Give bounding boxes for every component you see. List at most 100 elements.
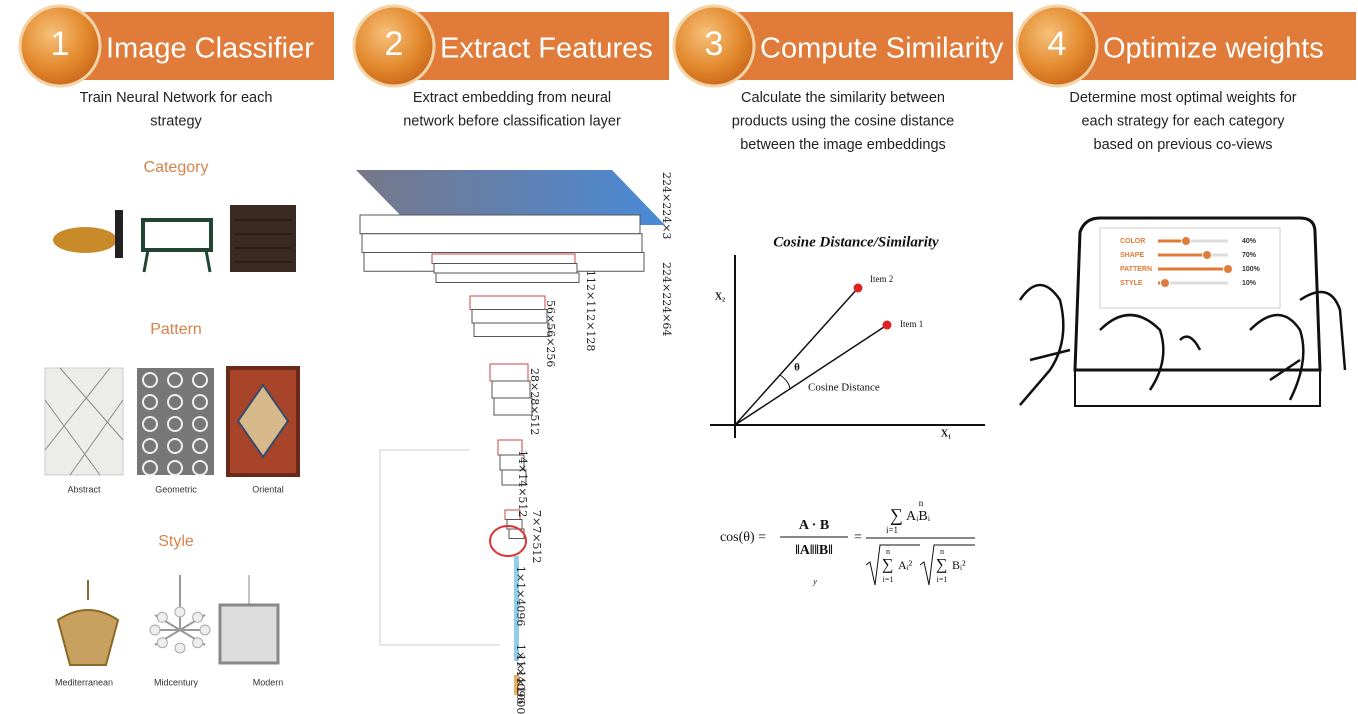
layer-size: 28×28×512 [528, 368, 541, 435]
point-item-1 [883, 321, 892, 330]
step-description: based on previous co-views [1094, 137, 1273, 153]
layer-block [434, 264, 577, 274]
item-label: Item 1 [900, 319, 923, 329]
sigma: ∑ [882, 557, 893, 574]
formula-text: i=1 [883, 575, 894, 584]
bulb [157, 612, 167, 622]
angle-label: θ [794, 362, 800, 374]
slider-label: COLOR [1120, 238, 1145, 245]
skip-frame [380, 450, 500, 645]
layer-block [492, 381, 530, 398]
formula-text: n [940, 547, 944, 556]
layer-block [472, 310, 547, 324]
slider-value: 70% [1242, 252, 1257, 259]
layer-block [360, 215, 640, 234]
step-number: 3 [705, 25, 724, 63]
slider-knob [1161, 279, 1170, 288]
item-caption: Modern [253, 677, 284, 687]
sigma: ∑ [890, 505, 903, 525]
bench-image [143, 220, 211, 250]
layer-size: 224×224×64 [660, 262, 673, 336]
formula-text: y [812, 577, 817, 586]
layer-size: 1×1×1000 [514, 654, 527, 714]
step-description: Extract embedding from neural [413, 90, 611, 106]
layer-size: 224×224×3 [660, 172, 673, 239]
bulb [193, 638, 203, 648]
slider-label: SHAPE [1120, 252, 1144, 259]
layer-size: 56×56×256 [544, 300, 557, 367]
step-title: Compute Similarity [760, 33, 1004, 65]
layer-size: 112×112×128 [584, 270, 597, 351]
distance-label: Cosine Distance [808, 382, 880, 394]
slider-knob [1224, 265, 1233, 274]
step-description: Train Neural Network for each [80, 90, 273, 106]
section-heading: Category [144, 159, 209, 176]
slider-knob [1182, 237, 1191, 246]
formula-text: cos(θ) = [720, 530, 766, 545]
slider-knob [1203, 251, 1212, 260]
step-description: products using the cosine distance [732, 113, 954, 129]
bulb [157, 638, 167, 648]
axis-label: X₁ [941, 428, 951, 439]
step-description: strategy [150, 113, 202, 129]
layer-block [436, 273, 579, 283]
lamp-mediterranean [58, 580, 118, 665]
rug-abstract [45, 368, 123, 475]
bulb [150, 625, 160, 635]
plot-title: Cosine Distance/Similarity [773, 234, 939, 250]
section-heading: Pattern [150, 321, 202, 338]
layer-block [362, 234, 642, 253]
layer-block [470, 296, 545, 310]
step-description: network before classification layer [403, 113, 621, 129]
formula-text: i=1 [937, 575, 948, 584]
step-number: 2 [385, 25, 404, 63]
formula-text: n [919, 498, 924, 508]
formula-text: n [886, 547, 890, 556]
step-number: 1 [51, 25, 70, 63]
bulb [193, 612, 203, 622]
layer-size: 7×7×512 [530, 510, 543, 563]
slider-value: 100% [1242, 266, 1261, 273]
item-caption: Oriental [252, 484, 284, 494]
formula-text: Aᵢ² [898, 558, 913, 572]
step-title: Optimize weights [1103, 33, 1324, 65]
layer-size: 1×1×4096 [514, 566, 527, 626]
layer-block [494, 398, 532, 415]
axis-label: X₂ [715, 291, 725, 302]
layer-block [432, 254, 575, 264]
lamp-modern [220, 605, 278, 663]
step-title: Extract Features [440, 33, 653, 65]
bulb [175, 607, 185, 617]
bench-legs [144, 250, 210, 272]
step-description: Determine most optimal weights for [1069, 90, 1296, 106]
formula-text: i=1 [886, 525, 898, 535]
item-caption: Abstract [67, 484, 101, 494]
item-caption: Mediterranean [55, 677, 113, 687]
layer-block [490, 364, 528, 381]
item-caption: Geometric [155, 484, 197, 494]
formula-text: ‖A‖‖B‖ [795, 543, 833, 558]
faucet-image [115, 210, 123, 258]
item-caption: Midcentury [154, 677, 199, 687]
section-heading: Style [158, 533, 194, 550]
formula-text: Bᵢ² [952, 558, 966, 572]
sigma: ∑ [936, 557, 947, 574]
formula-text: AᵢBᵢ [906, 509, 931, 524]
infographic: 1 Image Classifier Train Neural Network fo… [0, 0, 1358, 714]
bulb [175, 643, 185, 653]
layer-block [474, 323, 549, 337]
slider-label: STYLE [1120, 280, 1143, 287]
item-label: Item 2 [870, 274, 893, 284]
point-item-2 [854, 284, 863, 293]
step-number: 4 [1048, 25, 1067, 63]
step-description: each strategy for each category [1081, 113, 1285, 129]
step-description: between the image embeddings [740, 137, 946, 153]
embedding-highlight [490, 526, 526, 556]
sink-image [53, 227, 117, 253]
slider-value: 10% [1242, 280, 1257, 287]
step-title: Image Classifier [106, 33, 314, 65]
rug-geometric [137, 368, 214, 475]
slider-value: 40% [1242, 238, 1257, 245]
formula-text: = [854, 530, 862, 545]
layer-size: 14×14×512 [516, 450, 529, 517]
